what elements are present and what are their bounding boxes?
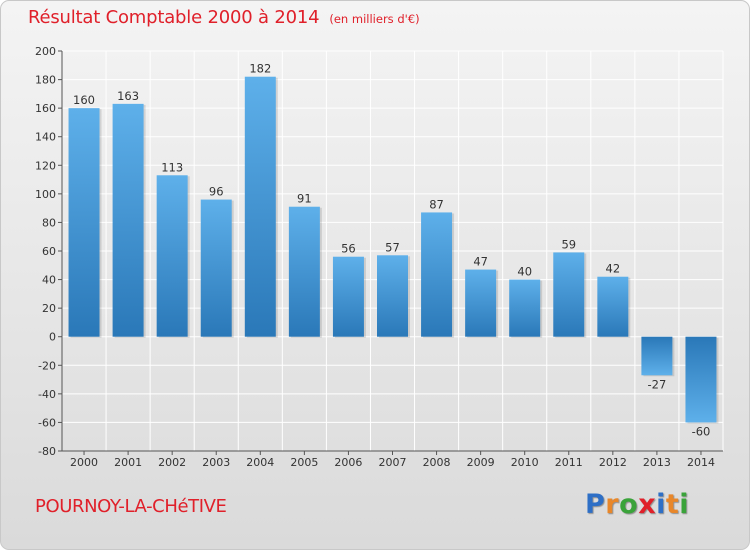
axes: -80-60-40-200204060801001201401601802002… xyxy=(35,45,723,469)
x-tick-label-2009: 2009 xyxy=(467,456,495,469)
data-label-2003: 96 xyxy=(209,185,224,199)
logo-letter: r xyxy=(605,489,620,520)
x-tick-label-2006: 2006 xyxy=(334,456,362,469)
data-label-2014: -60 xyxy=(692,424,711,438)
data-label-2013: -27 xyxy=(648,377,667,391)
data-label-2009: 47 xyxy=(473,255,488,269)
x-tick-label-2012: 2012 xyxy=(599,456,627,469)
x-tick-label-2000: 2000 xyxy=(70,456,98,469)
x-tick-label-2001: 2001 xyxy=(114,456,142,469)
x-tick-label-2002: 2002 xyxy=(158,456,186,469)
y-tick-label: 20 xyxy=(42,302,56,315)
data-labels: 160 163 113 96 182 91 56 57 87 47 40 59 42 -27 -60 xyxy=(73,62,710,439)
x-tick-label-2014: 2014 xyxy=(687,456,715,469)
y-tick-label: 140 xyxy=(35,131,56,144)
bar-2000 xyxy=(68,108,100,337)
chart-title-text: Résultat Comptable 2000 à 2014 xyxy=(28,7,320,28)
logo-letter: P xyxy=(585,489,606,520)
x-tick-label-2007: 2007 xyxy=(379,456,407,469)
bar-2003 xyxy=(200,199,232,337)
data-label-2012: 42 xyxy=(606,262,621,276)
proxiti-logo[interactable]: Proxiti xyxy=(585,489,689,520)
bar-2013 xyxy=(641,336,673,376)
y-tick-label: -60 xyxy=(38,416,56,429)
logo-letter: o xyxy=(619,489,639,520)
bar-2010 xyxy=(509,279,541,337)
x-tick-label-2003: 2003 xyxy=(202,456,230,469)
x-tick-label-2008: 2008 xyxy=(423,456,451,469)
logo-letter: t xyxy=(665,489,680,520)
bars xyxy=(68,76,719,424)
y-tick-label: 100 xyxy=(35,188,56,201)
y-tick-label: 160 xyxy=(35,102,56,115)
y-tick-label: 40 xyxy=(42,274,56,287)
data-label-2004: 182 xyxy=(249,62,271,76)
data-label-2010: 40 xyxy=(517,265,532,279)
x-tick-label-2005: 2005 xyxy=(290,456,318,469)
bar-2005 xyxy=(288,206,320,337)
bar-2001 xyxy=(112,103,144,337)
bar-2006 xyxy=(332,256,364,337)
data-label-2000: 160 xyxy=(73,93,95,107)
y-tick-label: 0 xyxy=(49,331,56,344)
town-name: POURNOY-LA-CHéTIVE xyxy=(35,496,227,517)
bar-2008 xyxy=(421,212,453,337)
logo-letter: i xyxy=(679,489,690,520)
y-tick-label: 120 xyxy=(35,159,56,172)
chart-subtitle: (en milliers d'€) xyxy=(329,12,420,26)
bar-2002 xyxy=(156,175,188,337)
data-label-2011: 59 xyxy=(561,237,576,251)
data-label-2005: 91 xyxy=(297,192,312,206)
data-label-2001: 163 xyxy=(117,89,139,103)
y-tick-label: -20 xyxy=(38,359,56,372)
bar-2009 xyxy=(465,269,497,337)
x-tick-label-2010: 2010 xyxy=(511,456,539,469)
y-tick-label: 80 xyxy=(42,216,56,229)
data-label-2006: 56 xyxy=(341,242,356,256)
data-label-2007: 57 xyxy=(385,240,400,254)
y-tick-label: 60 xyxy=(42,245,56,258)
x-tick-label-2011: 2011 xyxy=(555,456,583,469)
y-tick-label: -40 xyxy=(38,388,56,401)
bar-2014 xyxy=(685,336,717,423)
chart-title: Résultat Comptable 2000 à 2014 (en millie… xyxy=(28,7,420,28)
y-tick-label: 200 xyxy=(35,45,56,58)
bar-2007 xyxy=(377,255,408,337)
data-label-2002: 113 xyxy=(161,160,183,174)
y-tick-label: 180 xyxy=(35,74,56,87)
x-tick-label-2013: 2013 xyxy=(643,456,671,469)
bar-2012 xyxy=(597,276,629,337)
y-tick-label: -80 xyxy=(38,445,56,458)
logo-letter: i xyxy=(656,489,666,520)
x-tick-label-2004: 2004 xyxy=(246,456,274,469)
bar-2011 xyxy=(553,252,585,337)
bar-2004 xyxy=(244,76,276,337)
logo-letter: x xyxy=(638,489,657,520)
data-label-2008: 87 xyxy=(429,197,444,211)
